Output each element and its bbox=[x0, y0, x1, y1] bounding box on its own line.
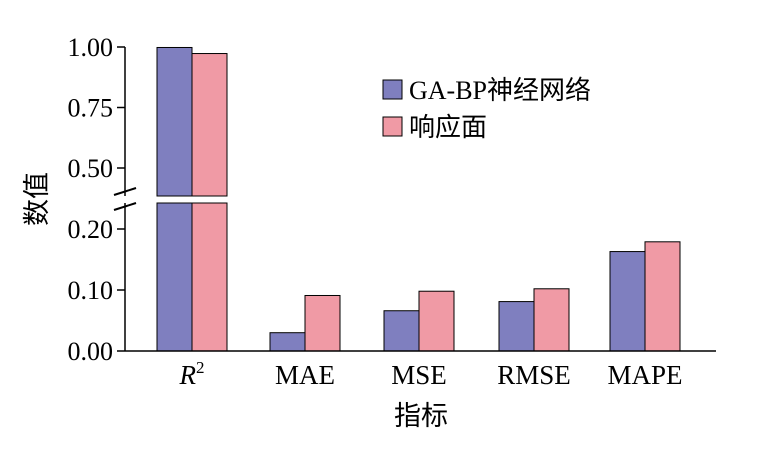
x-axis-title: 指标 bbox=[394, 401, 448, 431]
y-tick-label-lower-2: 0.20 bbox=[68, 215, 114, 244]
legend-swatch-ga-bp bbox=[382, 79, 403, 100]
bar-rmse-series-0 bbox=[498, 301, 535, 352]
legend: GA-BP神经网络 响应面 bbox=[382, 76, 591, 142]
y-axis-title: 数值 bbox=[22, 172, 52, 226]
legend-label-response-surface: 响应面 bbox=[409, 113, 487, 142]
axis-break-mark-upper bbox=[113, 187, 137, 196]
bar-mape-series-1 bbox=[644, 241, 681, 352]
x-tick-label-mse: MSE bbox=[391, 360, 447, 390]
x-tick-label-r: R2 bbox=[179, 358, 205, 390]
bar-r-series-1-lower bbox=[191, 202, 228, 352]
bar-r-series-0-upper bbox=[156, 46, 193, 197]
x-tick-label-mae: MAE bbox=[275, 360, 335, 390]
x-tick-label-rmse: RMSE bbox=[497, 360, 571, 390]
bar-r-series-0-lower bbox=[156, 202, 193, 352]
y-tick-label-upper-0: 0.50 bbox=[68, 154, 114, 183]
axis-break-marks bbox=[113, 187, 137, 211]
axis-break-mark-lower bbox=[113, 202, 137, 211]
bar-mae-series-1 bbox=[304, 294, 341, 352]
y-tick-label-lower-0: 0.00 bbox=[68, 337, 114, 366]
x-tick-labels: R2 MAE MSE RMSE MAPE bbox=[179, 358, 683, 390]
x-tick-label-mape: MAPE bbox=[607, 360, 682, 390]
legend-swatch-response-surface bbox=[382, 116, 403, 137]
bar-mape-series-0 bbox=[609, 251, 646, 352]
y-ticks: 0.00 0.10 0.20 0.50 0.75 1.00 bbox=[68, 33, 125, 366]
bars-layer bbox=[156, 46, 681, 352]
y-tick-label-upper-2: 1.00 bbox=[68, 33, 114, 62]
bar-mae-series-0 bbox=[269, 332, 306, 352]
y-tick-label-lower-1: 0.10 bbox=[68, 276, 114, 305]
legend-label-ga-bp: GA-BP神经网络 bbox=[409, 76, 591, 105]
bar-mse-series-0 bbox=[383, 310, 420, 352]
bar-r-series-1-upper bbox=[191, 53, 228, 197]
bar-rmse-series-1 bbox=[533, 288, 570, 352]
bar-mse-series-1 bbox=[418, 290, 455, 352]
y-tick-label-upper-1: 0.75 bbox=[68, 94, 114, 123]
